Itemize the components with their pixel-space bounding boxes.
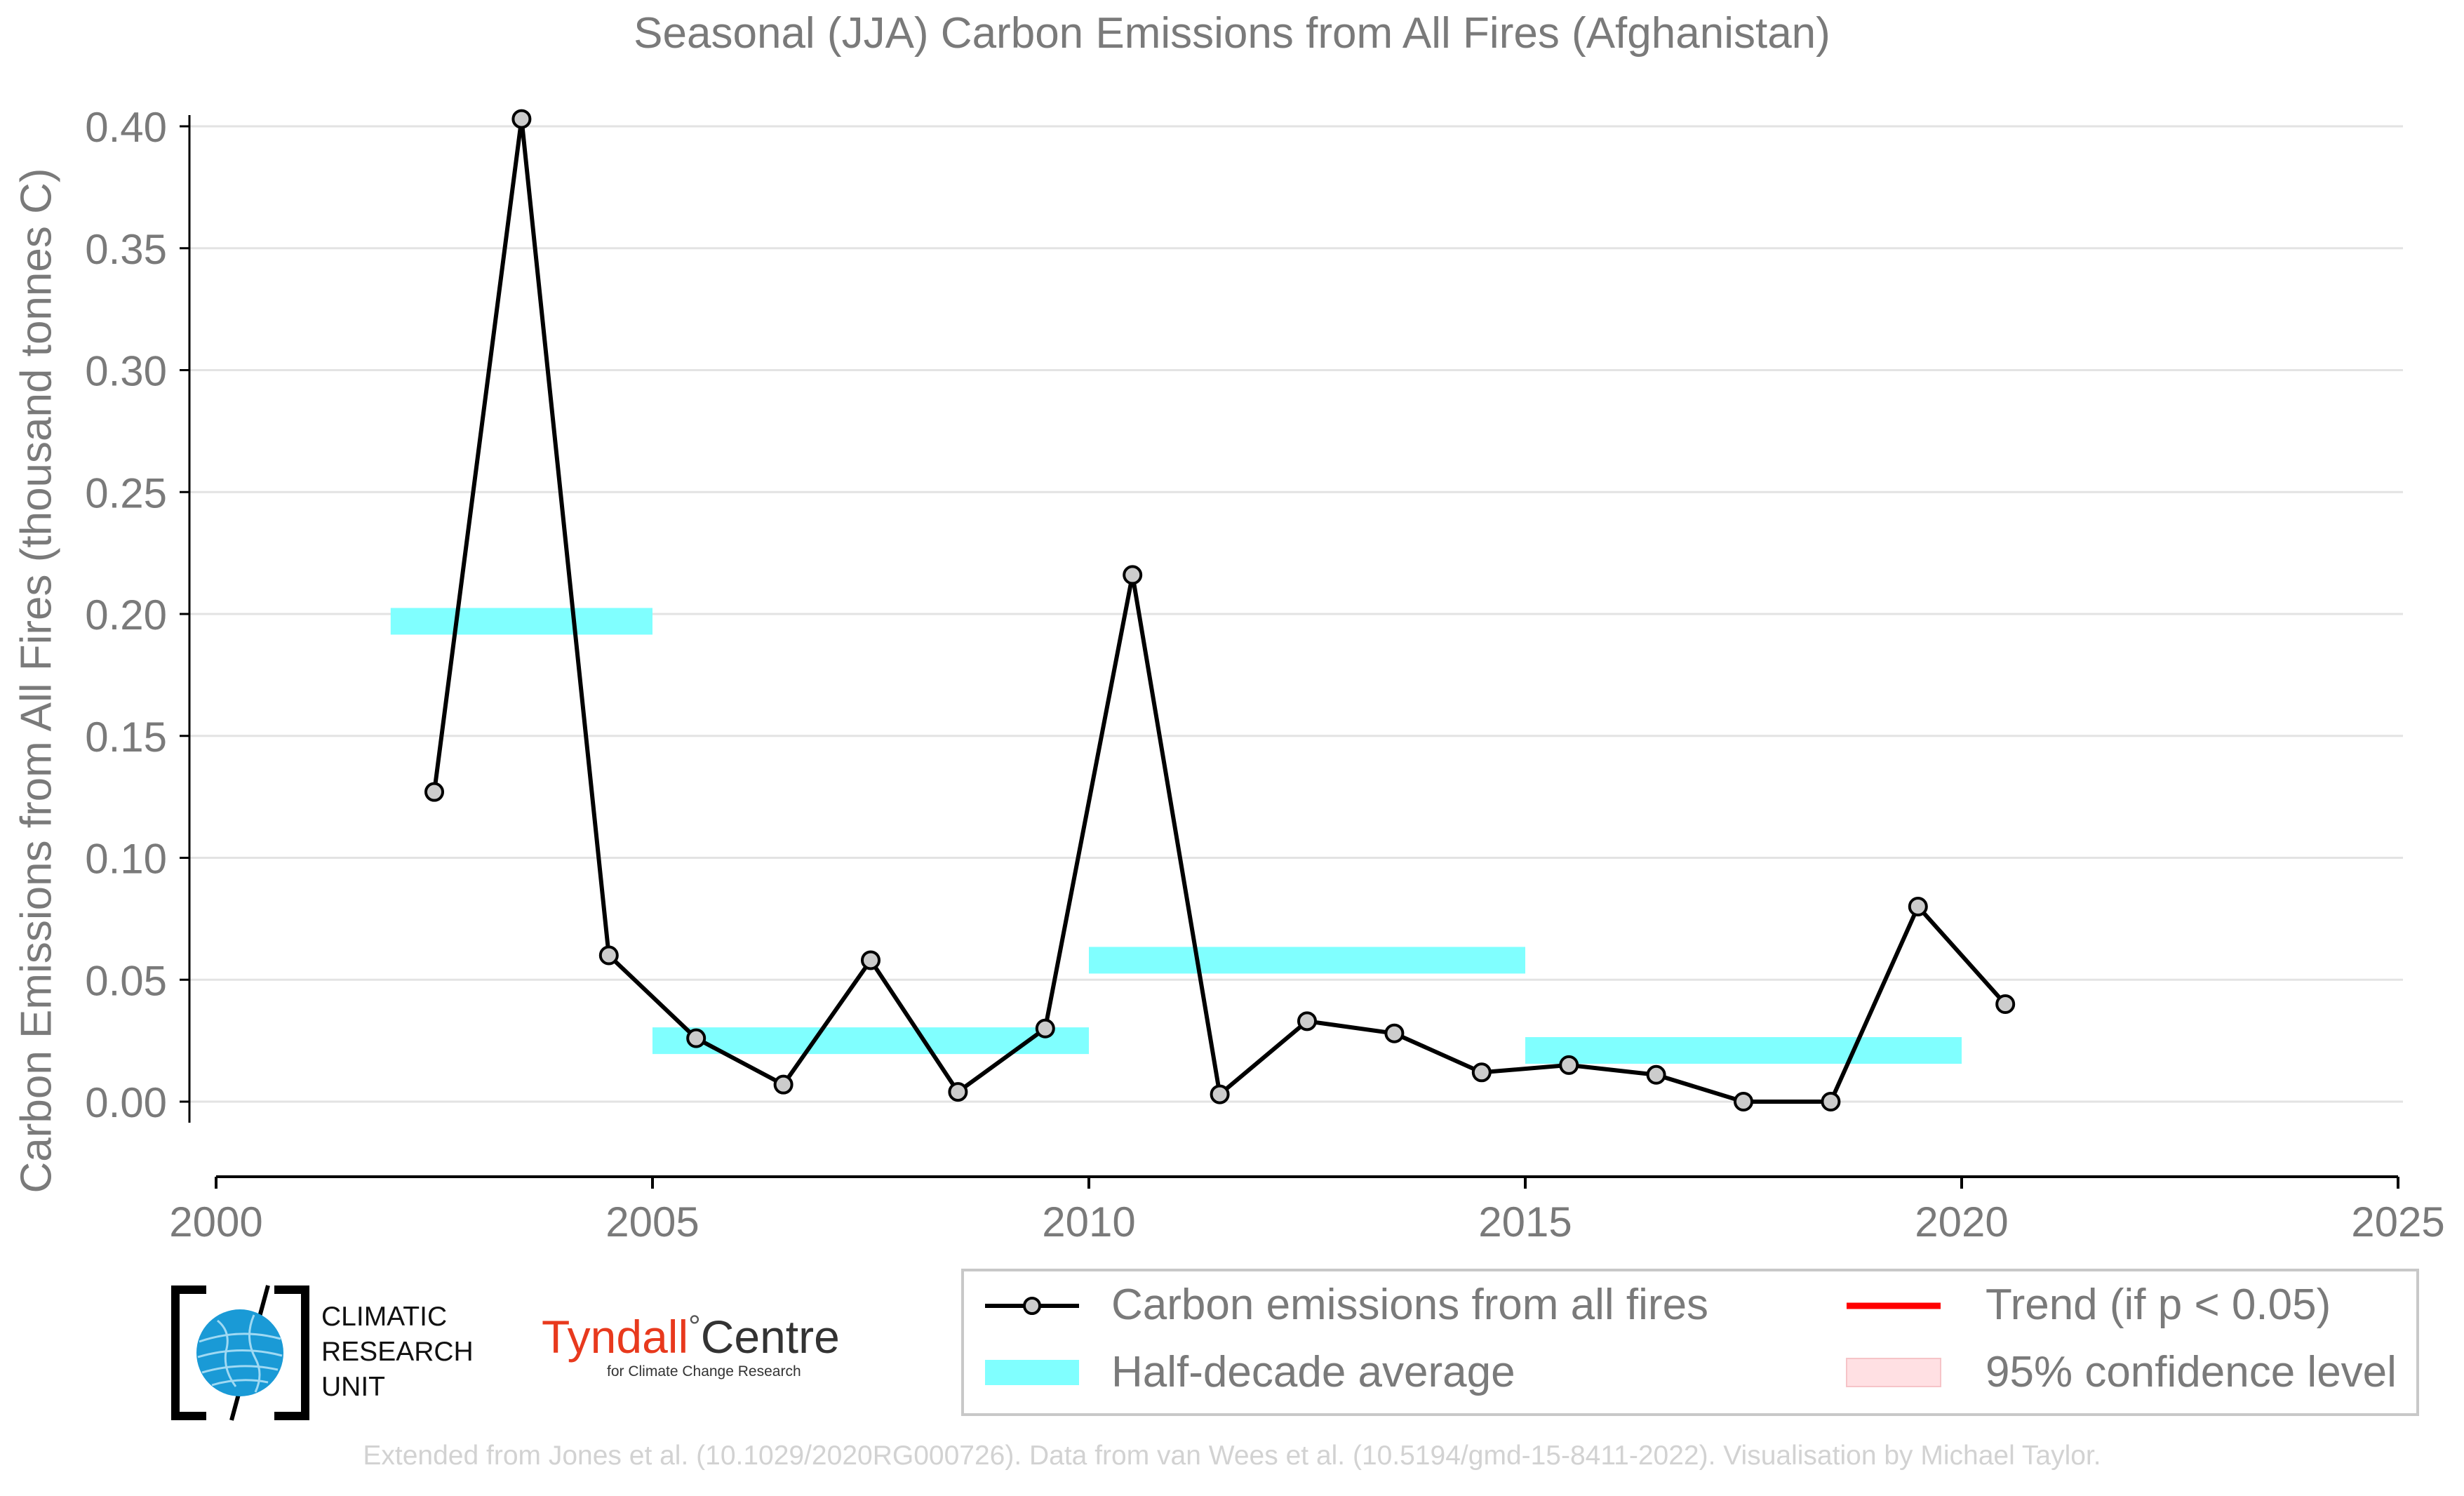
- data-point-15: [1734, 1092, 1753, 1111]
- x-tick-label-2: 2010: [1042, 1198, 1135, 1245]
- x-tick-label-5: 2025: [2351, 1198, 2444, 1245]
- x-tick-label-1: 2005: [605, 1198, 699, 1245]
- half-decade-bar-3: [1525, 1037, 1962, 1064]
- data-point-6: [948, 1082, 968, 1102]
- data-point-0: [424, 782, 444, 802]
- data-point-9: [1210, 1084, 1230, 1104]
- half-decade-bar-2: [1089, 947, 1525, 974]
- legend: Carbon emissions from all fires Trend (i…: [961, 1269, 2419, 1416]
- legend-symbol-average: [985, 1360, 1079, 1385]
- tick-labels: 0.00 0.05 0.10 0.15 0.20 0.25 0.30 0.35 0.40 2000…: [85, 104, 2445, 1245]
- data-point-14: [1646, 1064, 1666, 1085]
- x-tick-label-4: 2020: [1915, 1198, 2008, 1245]
- y-tick-label-1: 0.05: [85, 957, 167, 1004]
- tyndall-logo: Tyndall°Centre: [542, 1309, 840, 1363]
- y-tick-label-8: 0.40: [85, 104, 167, 151]
- data-point-10: [1297, 1011, 1317, 1031]
- data-point-1: [511, 109, 532, 129]
- data-point-16: [1821, 1092, 1841, 1111]
- tyndall-subtitle: for Climate Change Research: [607, 1363, 801, 1380]
- data-point-12: [1471, 1062, 1492, 1083]
- emissions-points: [424, 109, 2016, 1111]
- data-point-13: [1559, 1055, 1579, 1075]
- data-point-4: [773, 1074, 794, 1095]
- cru-logo-text: CLIMATIC RESEARCH UNIT: [321, 1302, 474, 1402]
- grid-lines: [189, 125, 2403, 1103]
- half-decade-bars: [390, 608, 1962, 1064]
- chart-title: Seasonal (JJA) Carbon Emissions from All…: [634, 9, 1830, 58]
- legend-symbol-confidence: [1846, 1358, 1941, 1387]
- data-point-8: [1123, 565, 1143, 585]
- y-tick-label-3: 0.15: [85, 714, 167, 761]
- legend-label-emissions: Carbon emissions from all fires: [1111, 1281, 1709, 1329]
- y-tick-label-4: 0.20: [85, 592, 167, 639]
- data-point-18: [1995, 994, 2016, 1014]
- legend-symbol-emissions: [985, 1297, 1079, 1315]
- x-tick-label-3: 2015: [1478, 1198, 1572, 1245]
- data-point-5: [861, 950, 881, 970]
- axes: [180, 115, 2399, 1189]
- y-tick-label-7: 0.35: [85, 226, 167, 273]
- legend-symbol-trend: [1847, 1302, 1941, 1309]
- data-point-2: [598, 945, 619, 966]
- y-tick-label-5: 0.25: [85, 469, 167, 516]
- legend-label-confidence: 95% confidence level: [1986, 1348, 2397, 1396]
- data-point-17: [1908, 897, 1928, 916]
- legend-label-trend: Trend (if p < 0.05): [1986, 1281, 2331, 1329]
- y-tick-label-2: 0.10: [85, 836, 167, 883]
- y-tick-label-6: 0.30: [85, 348, 167, 395]
- data-point-11: [1384, 1023, 1405, 1043]
- y-tick-label-0: 0.00: [85, 1079, 167, 1126]
- cru-globe-icon: [171, 1284, 309, 1422]
- x-tick-label-0: 2000: [169, 1198, 262, 1245]
- data-point-7: [1035, 1018, 1055, 1038]
- legend-label-average: Half-decade average: [1111, 1348, 1515, 1396]
- half-decade-bar-0: [390, 608, 652, 635]
- data-credit: Extended from Jones et al. (10.1029/2020…: [363, 1441, 2101, 1471]
- data-point-3: [686, 1028, 707, 1048]
